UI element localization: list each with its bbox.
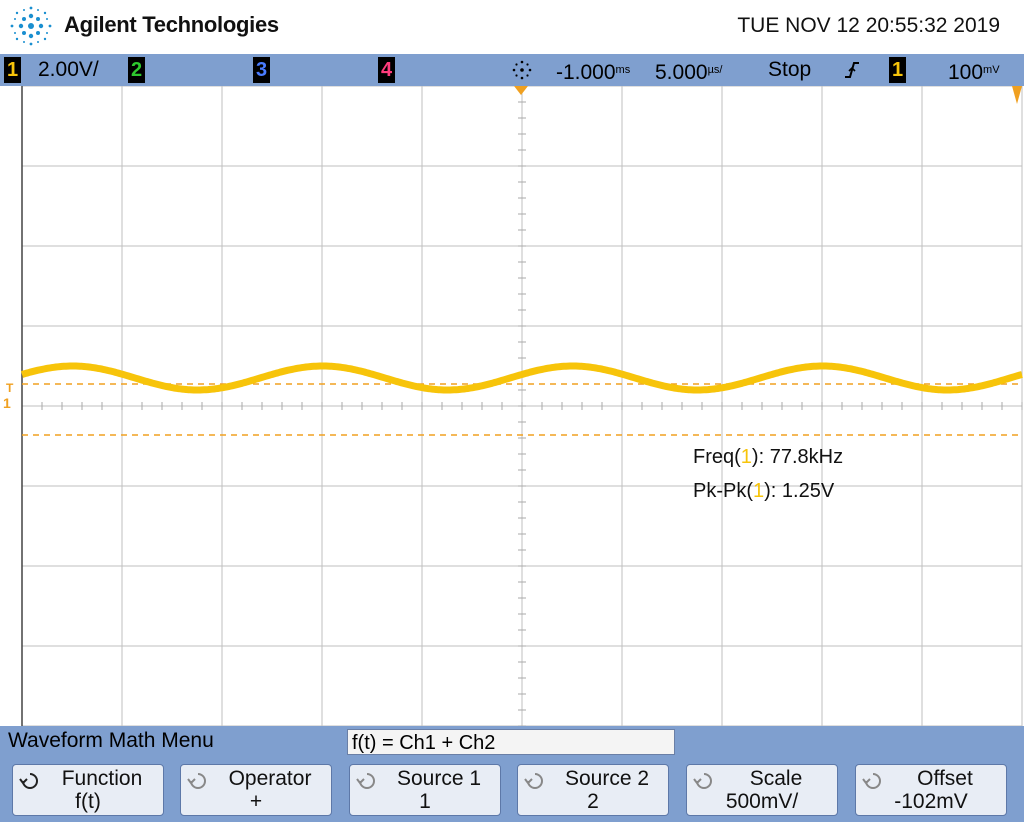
trigger-position-icon — [512, 60, 532, 80]
entry-knob-icon — [524, 773, 543, 789]
softkey-label: Source 2 — [564, 767, 650, 790]
math-formula: f(t) = Ch1 + Ch2 — [347, 729, 675, 755]
softkey-value: f(t) — [75, 790, 101, 813]
channel-1-trace — [20, 362, 1024, 394]
scale-softkey[interactable]: Scale 500mV/ — [686, 764, 838, 816]
channel-1-ground-marker[interactable]: 1 — [3, 395, 11, 411]
softkey-value: 2 — [587, 790, 599, 813]
source-2-softkey[interactable]: Source 2 2 — [517, 764, 669, 816]
entry-knob-icon — [862, 773, 881, 789]
offset-softkey[interactable]: Offset -102mV — [855, 764, 1007, 816]
right-offscreen-marker — [1012, 86, 1022, 104]
menu-title: Waveform Math Menu — [8, 729, 214, 752]
softkey-label: Function — [61, 767, 143, 790]
channel-3-key[interactable]: 3 — [253, 57, 270, 83]
channel-4-key[interactable]: 4 — [378, 57, 395, 83]
operator-softkey[interactable]: Operator + — [180, 764, 332, 816]
softkey-value: + — [249, 790, 263, 813]
freq-measurement: Freq(1): 77.8kHz — [693, 446, 844, 468]
entry-knob-icon — [187, 773, 206, 789]
grid-lines — [21, 86, 1023, 726]
channel-2-key[interactable]: 2 — [128, 57, 145, 83]
channel-1-scale: 2.00V/ — [38, 58, 99, 81]
softkey-value: 1 — [419, 790, 431, 813]
entry-knob-icon — [19, 773, 38, 789]
agilent-spark-icon — [10, 6, 52, 46]
softkey-menu: Waveform Math Menu f(t) = Ch1 + Ch2 Func… — [0, 726, 1024, 822]
datetime: TUE NOV 12 20:55:32 2019 — [737, 14, 1000, 37]
timebase-readout: 5.000µs/ — [655, 61, 723, 84]
softkey-label: Operator — [228, 767, 312, 790]
entry-knob-icon — [693, 773, 712, 789]
waveform-display[interactable]: T 1 Freq(1): 77.8kHz Pk-Pk(1): 1.25V — [0, 86, 1024, 726]
header-bar: Agilent Technologies TUE NOV 12 20:55:32… — [0, 0, 1024, 54]
status-bar: 1 2.00V/ 2 3 4 -1.000ms 5.000µs/ Stop 1 … — [0, 54, 1024, 86]
delay-readout: -1.000ms — [556, 61, 631, 84]
trigger-level-marker[interactable]: T — [6, 381, 14, 395]
softkey-label: Source 1 — [396, 767, 482, 790]
softkey-value: 500mV/ — [725, 790, 799, 813]
function-softkey[interactable]: Function f(t) — [12, 764, 164, 816]
entry-knob-icon — [356, 773, 375, 789]
softkey-label: Offset — [917, 767, 973, 790]
trigger-level: 100mV — [948, 61, 1000, 84]
softkey-value: -102mV — [894, 790, 968, 813]
channel-1-key[interactable]: 1 — [4, 57, 21, 83]
softkey-label: Scale — [749, 767, 803, 790]
run-state: Stop — [768, 58, 812, 81]
trigger-position-marker — [514, 86, 528, 95]
brand-name: Agilent Technologies — [64, 12, 279, 37]
pkpk-measurement: Pk-Pk(1): 1.25V — [693, 480, 835, 502]
graticule — [20, 86, 1024, 726]
source-1-softkey[interactable]: Source 1 1 — [349, 764, 501, 816]
trigger-source-key[interactable]: 1 — [889, 57, 906, 83]
rising-edge-icon — [845, 62, 859, 78]
